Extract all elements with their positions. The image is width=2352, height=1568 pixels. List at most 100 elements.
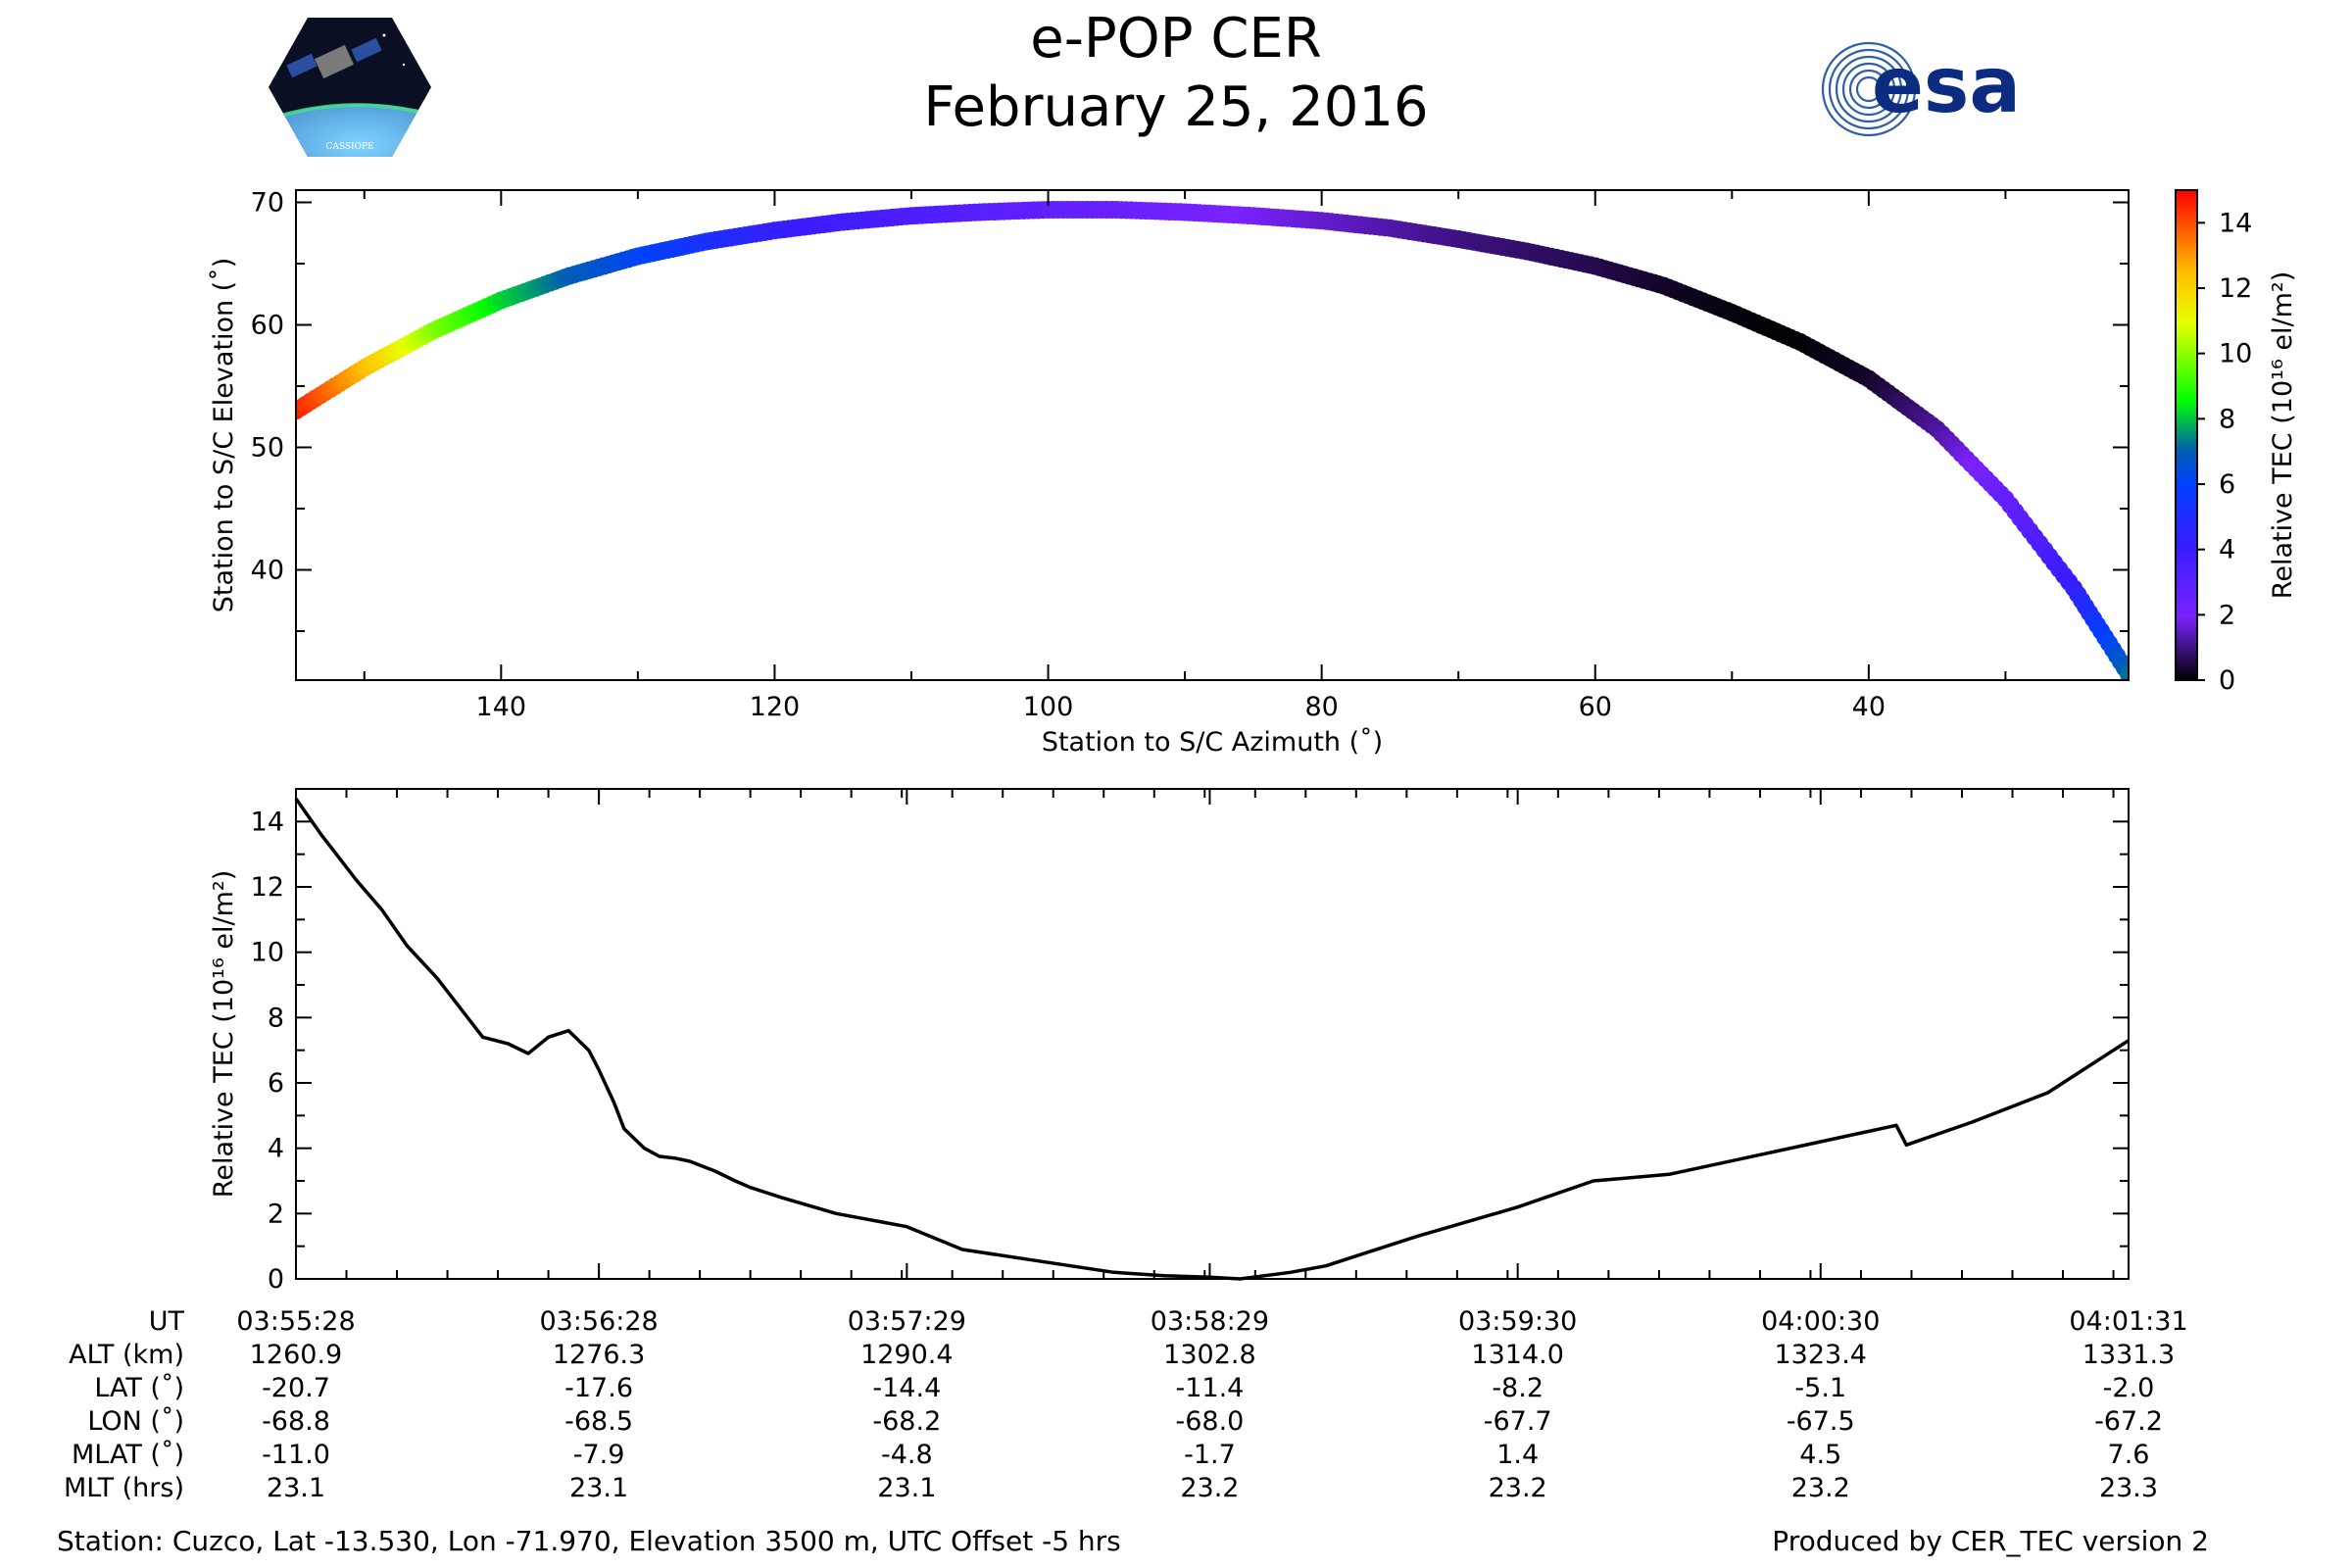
- info-cell: 04:01:31: [2069, 1306, 2187, 1337]
- bottom-x-axis: [295, 789, 2130, 1279]
- top-y-axis-label: Station to S/C Elevation (˚): [209, 258, 239, 613]
- info-cell: -67.2: [2094, 1406, 2163, 1437]
- colorbar-tick-label: 2: [2219, 600, 2235, 630]
- info-cell: -7.9: [573, 1440, 625, 1470]
- info-cell: 03:58:29: [1151, 1306, 1269, 1337]
- svg-text:esa: esa: [1872, 42, 2021, 130]
- info-cell: 23.1: [569, 1473, 628, 1503]
- info-cell: 04:00:30: [1761, 1306, 1880, 1337]
- y-tick-label: 50: [251, 433, 284, 464]
- y-tick-label: 4: [268, 1134, 284, 1164]
- esa-logo: esa: [1815, 35, 2109, 147]
- bottom-y-axis-label: Relative TEC (10¹⁶ el/m²): [209, 870, 239, 1198]
- info-cell: 1290.4: [860, 1340, 953, 1370]
- producer-info: Produced by CER_TEC version 2: [1772, 1525, 2209, 1557]
- info-row-label: UT: [149, 1306, 185, 1337]
- colorbar-tick-label: 8: [2219, 404, 2235, 434]
- info-cell: 7.6: [2108, 1440, 2150, 1470]
- arc-points: [296, 201, 2129, 680]
- x-tick-label: 80: [1304, 692, 1338, 722]
- info-cell: -8.2: [1492, 1373, 1544, 1403]
- info-cell: 03:55:28: [236, 1306, 355, 1337]
- y-tick-label: 60: [251, 311, 284, 341]
- y-tick-label: 2: [268, 1199, 284, 1229]
- info-cell: -20.7: [262, 1373, 330, 1403]
- colorbar-gradient: [2175, 189, 2198, 681]
- svg-text:CASSIOPE: CASSIOPE: [325, 142, 373, 152]
- y-tick-label: 10: [251, 938, 284, 968]
- bottom-plot-frame: [295, 788, 2130, 1280]
- y-tick-label: 12: [251, 872, 284, 903]
- info-cell: -68.0: [1175, 1406, 1244, 1437]
- info-cell: 23.1: [267, 1473, 325, 1503]
- x-tick-label: 120: [750, 692, 801, 722]
- info-cell: -11.4: [1175, 1373, 1244, 1403]
- colorbar-tick-label: 14: [2219, 208, 2252, 238]
- colorbar-tick-label: 4: [2219, 535, 2235, 565]
- station-info: Station: Cuzco, Lat -13.530, Lon -71.970…: [57, 1525, 1121, 1557]
- top-x-axis: 140 120 100 80 60 40: [363, 190, 2007, 722]
- info-row-label: MLAT (˚): [72, 1440, 184, 1470]
- info-cell: 1323.4: [1775, 1340, 1867, 1370]
- chart-title: e-POP CER: [1030, 7, 1322, 71]
- x-tick-label: 60: [1579, 692, 1612, 722]
- bottom-y-axis: 0 2 4 6 8 10 12 14: [251, 807, 2129, 1295]
- info-cell: 1.4: [1496, 1440, 1539, 1470]
- info-cell: -14.4: [872, 1373, 941, 1403]
- info-cell: 03:57:29: [848, 1306, 966, 1337]
- y-tick-label: 70: [251, 188, 284, 219]
- info-cell: -17.6: [564, 1373, 633, 1403]
- info-cell: 23.1: [877, 1473, 936, 1503]
- info-row-label: LAT (˚): [94, 1373, 184, 1403]
- info-cell: 1314.0: [1471, 1340, 1563, 1370]
- info-cell: -11.0: [262, 1440, 330, 1470]
- colorbar-tick-label: 12: [2219, 273, 2252, 304]
- top-plot-frame: [295, 189, 2130, 681]
- info-cell: -67.7: [1484, 1406, 1552, 1437]
- colorbar-tick-label: 10: [2219, 339, 2252, 369]
- info-row-label: MLT (hrs): [64, 1473, 184, 1503]
- info-cell: 1331.3: [2082, 1340, 2175, 1370]
- arc-point: [2120, 664, 2129, 680]
- info-cell: 03:56:28: [539, 1306, 658, 1337]
- chart-date: February 25, 2016: [923, 75, 1429, 139]
- top-x-axis-label: Station to S/C Azimuth (˚): [1042, 727, 1383, 758]
- cassiope-logo: CASSIOPE: [267, 16, 433, 163]
- y-tick-label: 0: [268, 1264, 284, 1295]
- info-cell: 1302.8: [1163, 1340, 1255, 1370]
- x-tick-label: 100: [1023, 692, 1074, 722]
- info-cell: 23.2: [1180, 1473, 1239, 1503]
- elevation-azimuth-panel: 140 120 100 80 60 40 40 50 60 70 Station to S/C …: [209, 188, 2130, 758]
- info-row-label: ALT (km): [69, 1340, 184, 1370]
- colorbar-tick-label: 6: [2219, 469, 2235, 500]
- colorbar-tick-label: 0: [2219, 665, 2235, 696]
- colorbar: 0 2 4 6 8 10 12 14 Relative TEC (10¹⁶ el/m²): [2175, 189, 2298, 696]
- info-cell: -68.2: [872, 1406, 941, 1437]
- tec-time-panel: 0 2 4 6 8 10 12 14 Relative TEC (10¹⁶ el/m²) UT…: [64, 788, 2188, 1503]
- info-cell: 23.2: [1489, 1473, 1547, 1503]
- info-cell: -1.7: [1184, 1440, 1236, 1470]
- y-tick-label: 6: [268, 1068, 284, 1099]
- y-tick-label: 8: [268, 1003, 284, 1033]
- info-cell: -4.8: [881, 1440, 933, 1470]
- y-tick-label: 14: [251, 807, 284, 837]
- info-cell: -5.1: [1794, 1373, 1846, 1403]
- x-tick-label: 40: [1852, 692, 1886, 722]
- info-cell: 23.3: [2099, 1473, 2158, 1503]
- top-y-axis: 40 50 60 70: [251, 188, 2129, 632]
- info-cell: 03:59:30: [1458, 1306, 1577, 1337]
- colorbar-ticks: 0 2 4 6 8 10 12 14: [2197, 208, 2252, 696]
- colorbar-label: Relative TEC (10¹⁶ el/m²): [2268, 271, 2298, 599]
- info-cell: 1260.9: [250, 1340, 342, 1370]
- x-tick-label: 140: [476, 692, 527, 722]
- info-cell: -68.5: [564, 1406, 633, 1437]
- info-cell: -68.8: [262, 1406, 330, 1437]
- info-cell: 23.2: [1791, 1473, 1850, 1503]
- tec-series-line: [294, 797, 2130, 1281]
- info-row-label: LON (˚): [87, 1406, 184, 1437]
- info-cell: -2.0: [2103, 1373, 2155, 1403]
- info-cell: 4.5: [1799, 1440, 1841, 1470]
- info-cell: -67.5: [1787, 1406, 1855, 1437]
